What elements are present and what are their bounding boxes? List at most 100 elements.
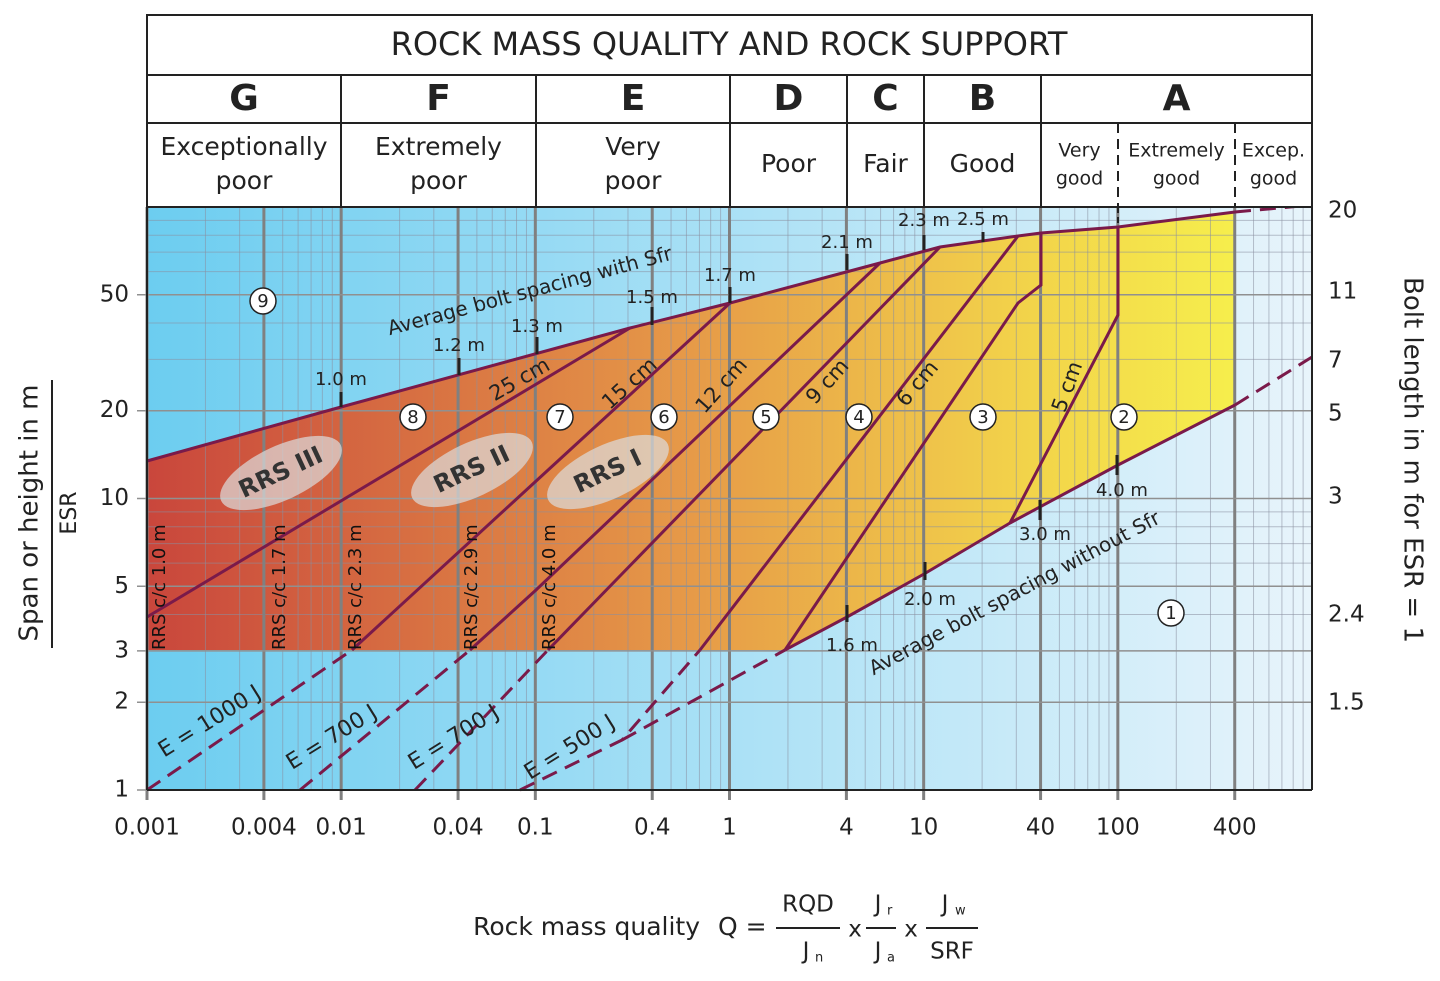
rrs-ellipse [220, 435, 342, 511]
y-label-denominator: ESR [57, 491, 82, 534]
y2-label: 5 [1328, 401, 1343, 427]
x-tick-label: 40 [1026, 815, 1055, 841]
bolt-spacing-label: 1.5 m [626, 287, 678, 308]
y-tick-label: 3 [114, 637, 129, 663]
x-tick-label: 0.1 [517, 815, 554, 841]
energy-line [621, 648, 786, 742]
title: ROCK MASS QUALITY AND ROCK SUPPORT [391, 25, 1068, 63]
formula-part: n [815, 951, 823, 966]
category-circle [546, 403, 574, 431]
category-number: 5 [760, 407, 771, 428]
y-tick-label: 2 [114, 689, 129, 715]
y-tick-label: 5 [114, 573, 129, 599]
category-circle [399, 403, 427, 431]
y2-label: 1.5 [1328, 690, 1365, 716]
x-tick-label: 0.4 [634, 815, 671, 841]
y-tick-label: 10 [100, 485, 129, 511]
class-letter: G [229, 78, 259, 119]
class-letter: B [969, 78, 996, 119]
category-number: 4 [853, 407, 864, 428]
y2-label: 3 [1328, 484, 1343, 510]
rrs-ellipse [411, 432, 533, 508]
rrs-spacing: RRS c/c 1.7 m [269, 524, 290, 650]
curves [146, 203, 1313, 792]
rrs-spacing: RRS c/c 1.0 m [149, 524, 170, 650]
y2-label: 20 [1328, 198, 1357, 224]
class-letter: F [426, 78, 451, 119]
energy-line [413, 648, 550, 792]
category-circle [650, 403, 678, 431]
formula-part: J [873, 892, 882, 918]
x-tick-label: 1 [722, 815, 737, 841]
header: ROCK MASS QUALITY AND ROCK SUPPORT G Exce… [146, 14, 1313, 208]
class-description: Good [950, 149, 1016, 178]
no-sfr-line [784, 403, 1236, 652]
class-description: poor [216, 166, 273, 195]
bolt-spacing-label: 2.3 m [898, 210, 950, 231]
y2-label: 11 [1328, 279, 1357, 305]
category-number: 2 [1118, 407, 1129, 428]
x-tick-label: 0.001 [114, 815, 180, 841]
bolt-spacing-label: 1.2 m [433, 335, 485, 356]
rrs-spacing: RRS c/c 4.0 m [539, 524, 560, 650]
shotcrete-line [350, 301, 732, 652]
class-description: Very [1058, 140, 1100, 162]
rrs-spacing: RRS c/c 2.3 m [345, 524, 366, 650]
bolt-spacing-label: 4.0 m [1096, 480, 1148, 501]
y-tick-label: 1 [114, 777, 129, 803]
shotcrete-line [146, 326, 631, 619]
category-circle [969, 403, 997, 431]
formula-part: J [940, 892, 949, 918]
category-circle [1110, 403, 1138, 431]
class-description: Fair [863, 149, 908, 178]
category-circle [1157, 599, 1185, 627]
class-description: Extremely [1128, 140, 1225, 162]
category-circle [752, 403, 780, 431]
class-description: good [1250, 168, 1297, 190]
y2-label: 2.4 [1328, 602, 1365, 628]
class-description: good [1056, 168, 1103, 190]
formula-part: SRF [930, 939, 974, 965]
bolt-spacing-label: 2.1 m [821, 232, 873, 253]
x-tick-label: 100 [1096, 815, 1140, 841]
class-description: Poor [761, 149, 817, 178]
y-tick-label: 50 [100, 281, 129, 307]
bolt-spacing-label: 2.5 m [957, 209, 1009, 230]
shotcrete-line [698, 235, 1020, 651]
formula-lhs: Q = [718, 912, 767, 941]
category-number: 7 [554, 407, 565, 428]
class-letter: A [1163, 78, 1191, 119]
no-sfr-ext [1234, 355, 1313, 407]
y-tick-label: 20 [100, 397, 129, 423]
shotcrete-line [1008, 227, 1120, 524]
class-description: poor [410, 166, 467, 195]
x-label: Rock mass quality [473, 912, 700, 941]
shotcrete-line [546, 245, 942, 652]
y-label: Span or height in m [15, 385, 45, 642]
bolt-spacing-label: 2.0 m [904, 589, 956, 610]
y2-label-title: Bolt length in m for ESR = 1 [1398, 277, 1428, 643]
x-tick-label: 4 [839, 815, 854, 841]
support-zone [147, 212, 1235, 650]
energy-line [299, 648, 471, 792]
energy-line [146, 648, 353, 792]
category-circle [845, 403, 873, 431]
rrs-spacing: RRS c/c 2.9 m [461, 524, 482, 650]
category-number: 3 [977, 407, 988, 428]
category-number: 8 [407, 407, 418, 428]
formula-part: r [887, 904, 893, 919]
category-number: 1 [1165, 603, 1176, 624]
rrs-ellipses [220, 432, 669, 511]
x-tick-label: 400 [1213, 815, 1257, 841]
x-tick-label: 0.04 [432, 815, 483, 841]
y2-label: 7 [1328, 348, 1343, 374]
class-letter: E [621, 78, 646, 119]
class-letter: D [774, 78, 804, 119]
shotcrete-line [468, 261, 882, 652]
bolt-spacing-label: 3.0 m [1019, 524, 1071, 545]
category-number: 9 [257, 291, 268, 312]
class-description: Extremely [375, 132, 502, 161]
x-tick-label: 10 [909, 815, 938, 841]
class-description: good [1153, 168, 1200, 190]
